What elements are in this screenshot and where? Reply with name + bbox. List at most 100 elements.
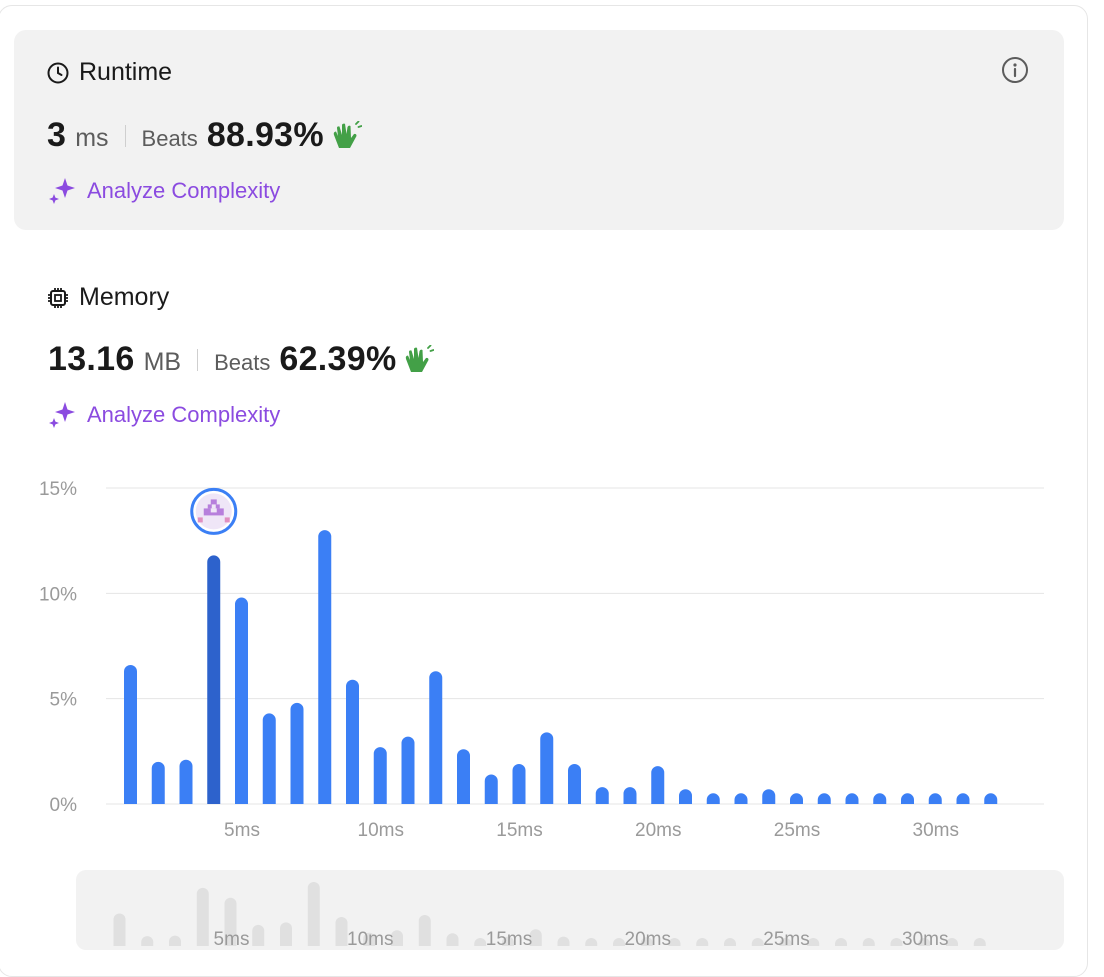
overview-bar <box>973 938 986 946</box>
x-tick-label: 25ms <box>774 820 820 841</box>
memory-beats-percent: 62.39% <box>279 340 397 378</box>
overview-bar <box>835 938 847 946</box>
overview-bar <box>113 913 126 946</box>
sparkle-icon <box>49 402 75 428</box>
overview-bar <box>335 916 348 946</box>
chart-bar[interactable] <box>706 793 720 804</box>
x-tick-label: 20ms <box>635 820 681 841</box>
overview-bar <box>946 938 958 946</box>
chart-bar[interactable] <box>484 774 498 804</box>
chart-bar[interactable] <box>290 702 304 804</box>
overview-bar <box>196 887 209 946</box>
x-tick-label: 5ms <box>224 820 260 841</box>
divider <box>124 124 126 147</box>
chart-bar[interactable] <box>346 679 359 804</box>
memory-analyze-complexity-link[interactable]: Analyze Complexity <box>47 400 280 430</box>
y-tick-label: 10% <box>39 584 77 605</box>
x-tick-label: 30ms <box>913 820 959 841</box>
overview-bar <box>141 936 154 946</box>
chart-bar[interactable] <box>457 749 470 804</box>
y-tick-label: 15% <box>39 479 77 500</box>
overview-bar <box>613 938 625 946</box>
chart-bar[interactable] <box>651 766 665 804</box>
chart-bar[interactable] <box>901 793 914 804</box>
runtime-title-label: Runtime <box>79 58 173 86</box>
chart-bar[interactable] <box>179 759 193 804</box>
chart-bar[interactable] <box>512 763 526 804</box>
overview-bar <box>779 938 792 946</box>
chip-icon <box>48 287 68 308</box>
chart-bar[interactable] <box>595 787 609 804</box>
chart-bar[interactable] <box>623 787 637 804</box>
runtime-beats-percent: 88.93% <box>206 116 324 154</box>
runtime-metric: 3 ms Beats 88.93% <box>47 116 362 155</box>
runtime-value: 3 <box>47 116 67 154</box>
overview-bar <box>668 938 681 946</box>
overview-bar <box>807 938 820 946</box>
chart-bar[interactable] <box>262 713 276 804</box>
memory-analyze-label: Analyze Complexity <box>87 402 281 427</box>
memory-title-label: Memory <box>79 283 170 311</box>
chart-bar[interactable] <box>401 736 415 804</box>
memory-unit: MB <box>143 348 182 376</box>
y-tick-label: 5% <box>50 690 78 711</box>
chart-bar[interactable] <box>790 793 803 804</box>
overview-x-tick-label: 20ms <box>625 929 671 950</box>
runtime-panel[interactable] <box>14 30 1064 230</box>
overview-bar <box>918 938 931 946</box>
divider <box>197 348 199 371</box>
clap-icon <box>333 120 362 148</box>
clock-icon <box>47 62 69 83</box>
chart-bar[interactable] <box>151 761 165 804</box>
overview-x-tick-label: 25ms <box>763 929 809 950</box>
overview-bar <box>252 924 265 946</box>
memory-title: Memory <box>46 283 169 312</box>
overview-bar <box>307 882 320 946</box>
memory-metric: 13.16 MB Beats 62.39% <box>48 340 435 379</box>
chart-bar[interactable] <box>873 793 887 804</box>
chart-bar[interactable] <box>845 793 859 804</box>
overview-x-tick-label: 30ms <box>902 929 948 950</box>
overview-bar <box>557 936 570 946</box>
chart-range-navigator[interactable] <box>76 870 1064 950</box>
chart-bar[interactable] <box>318 530 332 804</box>
runtime-analyze-complexity-link[interactable]: Analyze Complexity <box>47 176 280 206</box>
info-icon[interactable] <box>1001 56 1029 84</box>
chart-bar[interactable] <box>235 597 248 804</box>
runtime-title: Runtime <box>46 58 172 87</box>
chart-bar[interactable] <box>540 732 554 804</box>
runtime-unit: ms <box>75 124 109 152</box>
overview-bar <box>446 933 459 946</box>
chart-bar[interactable] <box>762 789 776 804</box>
overview-bar <box>640 937 653 946</box>
memory-beats-label: Beats <box>214 350 271 375</box>
user-avatar-icon[interactable] <box>190 487 238 535</box>
chart-bar[interactable] <box>429 671 443 804</box>
overview-bar <box>724 938 736 946</box>
chart-bar[interactable] <box>928 793 942 804</box>
x-tick-label: 15ms <box>496 820 542 841</box>
runtime-distribution-chart[interactable]: 0% 5% 10% 15% 5ms 10ms 15ms 20ms 25ms 30ms <box>0 470 1104 850</box>
chart-bar[interactable] <box>373 747 387 804</box>
overview-bar <box>502 936 514 946</box>
runtime-analyze-label: Analyze Complexity <box>87 178 281 203</box>
chart-bar[interactable] <box>124 664 137 804</box>
overview-bar <box>363 932 376 946</box>
chart-bar[interactable] <box>817 793 831 804</box>
chart-bar[interactable] <box>679 789 692 804</box>
chart-bar[interactable] <box>568 763 581 804</box>
overview-bar <box>890 938 903 946</box>
chart-bar[interactable] <box>956 793 970 804</box>
runtime-beats-label: Beats <box>141 126 198 151</box>
overview-bar <box>474 938 487 946</box>
overview-bar <box>585 938 598 946</box>
selected-bar[interactable] <box>207 555 221 804</box>
memory-value: 13.16 <box>48 340 135 378</box>
x-tick-label: 10ms <box>358 820 404 841</box>
chart-bar[interactable] <box>984 793 998 804</box>
overview-bar <box>529 929 542 946</box>
chart-overview[interactable]: 5ms 10ms 15ms 20ms 25ms 30ms <box>76 870 1064 950</box>
overview-bar <box>696 938 709 946</box>
chart-bar[interactable] <box>734 793 748 804</box>
overview-bar <box>391 930 403 946</box>
